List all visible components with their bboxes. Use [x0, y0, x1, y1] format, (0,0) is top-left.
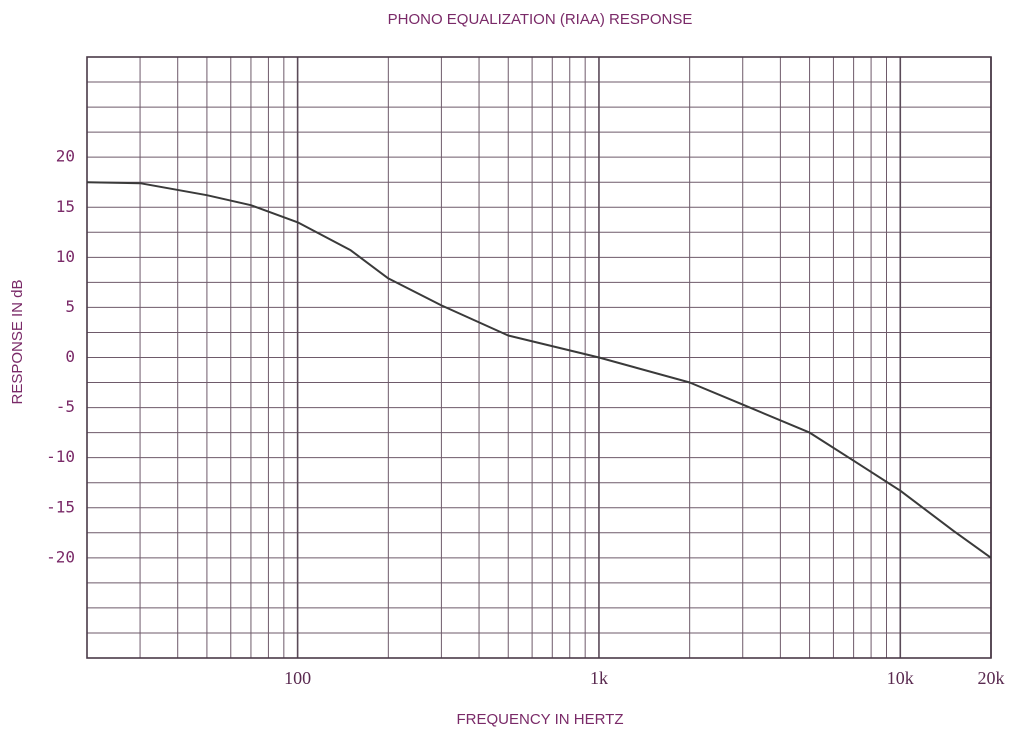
response-curve	[86, 181, 992, 559]
x-tick-label: 10k	[887, 668, 914, 688]
y-tick-label: -20	[46, 547, 75, 566]
x-tick-label: 100	[284, 668, 311, 688]
y-axis-label: RESPONSE IN dB	[9, 279, 26, 404]
x-axis-label: FREQUENCY IN HERTZ	[457, 711, 624, 728]
y-tick-label: -5	[56, 397, 75, 416]
y-tick-label: 15	[56, 197, 75, 216]
x-tick-label: 20k	[978, 668, 1005, 688]
y-tick-label: 20	[56, 147, 75, 166]
chart-title: PHONO EQUALIZATION (RIAA) RESPONSE	[388, 11, 693, 28]
y-tick-label: -15	[46, 497, 75, 516]
y-tick-label: 0	[65, 347, 75, 366]
y-tick-label: -10	[46, 447, 75, 466]
x-tick-label: 1k	[590, 668, 608, 688]
y-tick-label: 10	[56, 247, 75, 266]
plot-frame	[86, 56, 992, 659]
y-tick-label: 5	[65, 297, 75, 316]
